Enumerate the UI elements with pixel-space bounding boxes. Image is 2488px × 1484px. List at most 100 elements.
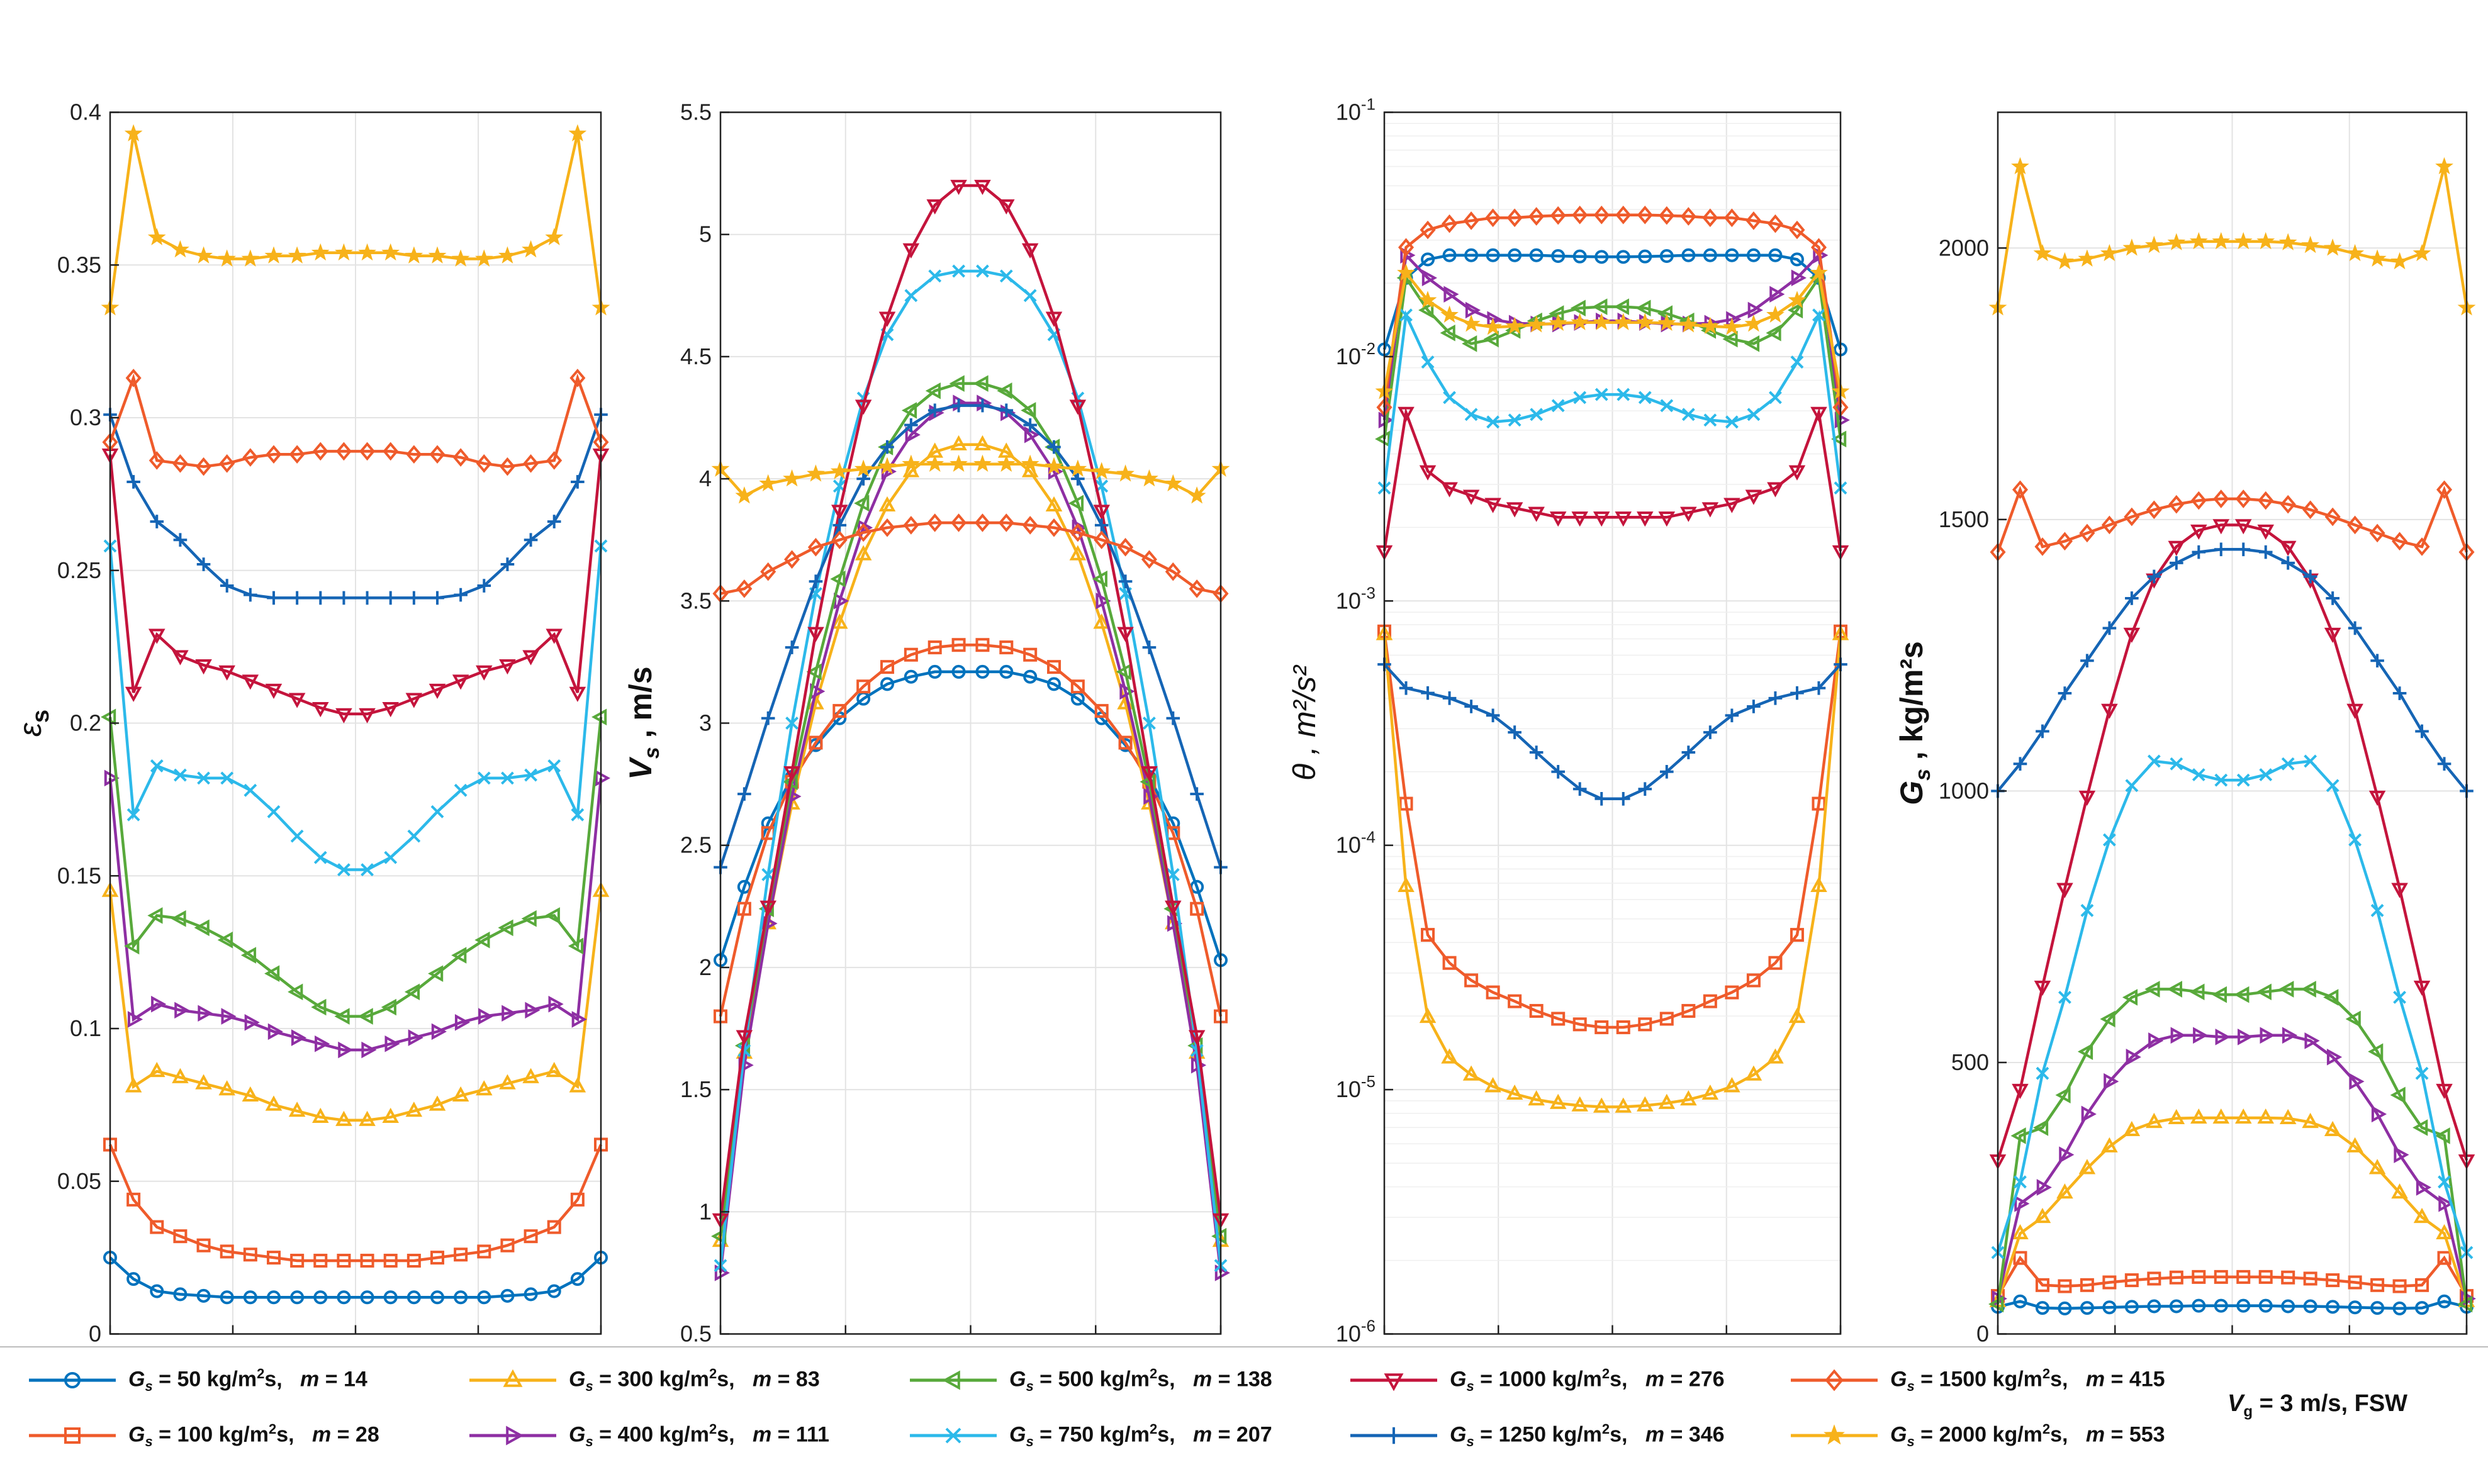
data-point xyxy=(2147,1271,2161,1286)
data-point xyxy=(1549,511,1567,527)
legend-label: Gs = 1500 kg/m2s, m = 415 xyxy=(1890,1365,2165,1395)
data-point xyxy=(429,683,446,700)
data-point xyxy=(1659,1012,1674,1026)
data-point xyxy=(1660,399,1674,413)
data-point xyxy=(999,403,1014,418)
data-point xyxy=(1616,791,1630,806)
data-point xyxy=(973,375,989,392)
data-point xyxy=(477,1244,491,1259)
data-point xyxy=(2056,252,2074,270)
data-point xyxy=(2281,556,2295,570)
data-point xyxy=(405,693,423,708)
data-point xyxy=(382,1107,399,1123)
data-point xyxy=(1464,408,1478,421)
data-point xyxy=(498,919,513,937)
series-line xyxy=(719,401,1223,1273)
data-point xyxy=(405,246,423,264)
data-point xyxy=(383,1290,398,1305)
data-point xyxy=(2326,591,2340,605)
data-point xyxy=(1399,681,1413,695)
data-point xyxy=(568,937,584,955)
series-1500 xyxy=(1990,480,2475,562)
data-point xyxy=(1810,263,1828,281)
data-point xyxy=(951,398,966,413)
data-point xyxy=(2101,515,2117,535)
data-point xyxy=(1529,248,1544,262)
data-point xyxy=(547,1284,561,1298)
series-line xyxy=(109,1256,602,1299)
data-point xyxy=(1549,305,1564,322)
data-point xyxy=(1093,613,1110,629)
data-point xyxy=(2236,1298,2251,1313)
data-point xyxy=(173,533,188,547)
data-point xyxy=(267,1290,281,1305)
series-line xyxy=(719,184,1223,1220)
data-point xyxy=(313,1290,328,1305)
data-point xyxy=(2346,1137,2363,1152)
data-point xyxy=(2368,790,2386,806)
data-point xyxy=(2278,233,2297,250)
data-point xyxy=(761,711,775,725)
data-point xyxy=(2167,233,2186,250)
data-point xyxy=(2213,489,2229,508)
data-point xyxy=(785,717,799,730)
data-point xyxy=(1638,391,1652,404)
data-point xyxy=(1506,502,1523,518)
series-1000 xyxy=(1376,406,1849,561)
data-point xyxy=(1659,206,1675,225)
chart-panel-3: -1-0.500.5110-610-510-410-310-210-1Norma… xyxy=(1287,95,1850,1410)
data-point xyxy=(2391,883,2408,898)
data-point xyxy=(2416,1179,2431,1196)
data-point xyxy=(2256,983,2272,1001)
data-point xyxy=(267,805,281,818)
data-point xyxy=(2258,1269,2273,1284)
data-point xyxy=(173,1287,188,1302)
data-point xyxy=(1810,238,1827,257)
series-line xyxy=(720,521,1221,595)
data-point xyxy=(952,264,965,278)
data-point xyxy=(147,907,163,924)
data-point xyxy=(1530,408,1544,421)
data-point xyxy=(1791,269,1807,287)
data-point xyxy=(264,246,283,264)
data-point xyxy=(1045,311,1063,327)
data-point xyxy=(2282,1027,2298,1044)
data-point xyxy=(1045,457,1063,474)
data-point xyxy=(289,445,305,464)
data-point xyxy=(1440,324,1455,342)
data-point xyxy=(1812,308,1825,322)
data-point xyxy=(524,768,537,782)
series-1000 xyxy=(712,179,1230,1229)
data-point xyxy=(1593,1097,1610,1113)
data-point xyxy=(1421,355,1435,369)
data-point xyxy=(2058,1279,2072,1293)
data-point xyxy=(2056,883,2073,898)
data-point xyxy=(1812,681,1826,695)
data-point xyxy=(196,1238,211,1252)
data-point xyxy=(2077,1043,2093,1060)
data-point xyxy=(1508,248,1522,262)
data-point xyxy=(2013,1251,2027,1265)
data-point xyxy=(1723,208,1740,228)
data-point xyxy=(1094,518,1109,532)
data-point xyxy=(406,1253,421,1268)
legend-entry: Gs = 2000 kg/m2s, m = 553 xyxy=(1787,1410,2165,1461)
data-point xyxy=(1046,518,1062,537)
data-point xyxy=(288,246,306,264)
data-point xyxy=(1747,301,1763,319)
data-point xyxy=(288,1102,306,1117)
data-point xyxy=(197,771,210,785)
data-point xyxy=(927,664,942,679)
legend-swatch xyxy=(1350,1427,1437,1444)
data-point xyxy=(2392,532,2408,551)
y-tick-label: 0.35 xyxy=(57,252,101,277)
data-point xyxy=(2036,1066,2049,1080)
data-point xyxy=(2168,540,2185,556)
data-point xyxy=(1744,335,1760,352)
data-point xyxy=(1421,928,1435,942)
data-point xyxy=(2393,990,2406,1004)
data-point xyxy=(126,808,140,822)
data-point xyxy=(315,1035,330,1052)
data-point xyxy=(904,418,918,432)
data-point xyxy=(855,399,872,415)
